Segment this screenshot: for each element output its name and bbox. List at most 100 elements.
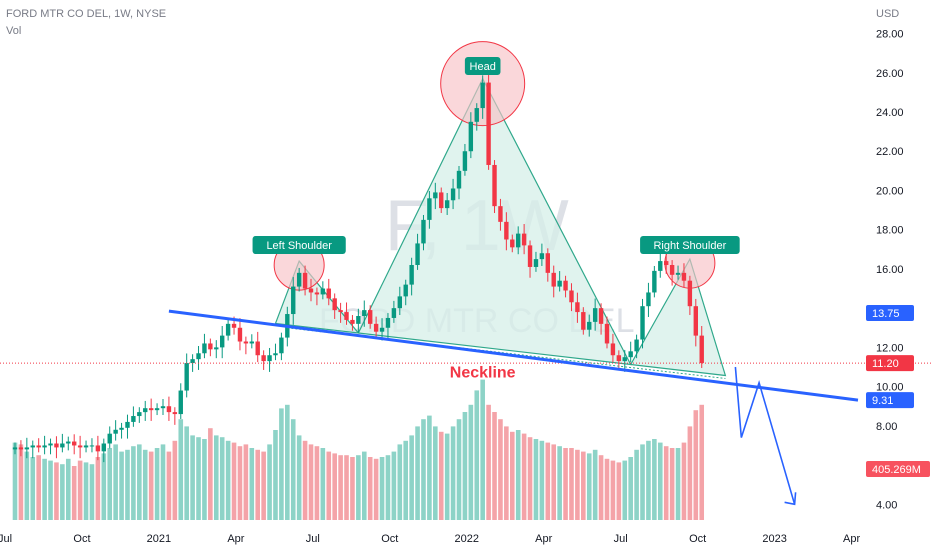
volume-bar <box>403 440 409 520</box>
volume-bar <box>12 442 18 520</box>
volume-bar <box>409 435 414 520</box>
candle-body <box>468 121 474 152</box>
volume-bar <box>350 457 355 520</box>
volume-bar <box>308 444 314 520</box>
volume-bar <box>36 455 41 520</box>
volume-bar <box>581 451 586 520</box>
x-tick-label: Jul <box>306 533 320 545</box>
volume-bar <box>77 460 83 520</box>
volume-bar <box>361 451 367 520</box>
candle-body <box>24 447 30 450</box>
price-badge-text: 405.269M <box>872 464 921 476</box>
candle-body <box>444 200 450 209</box>
price-badge-text: 9.31 <box>872 395 893 407</box>
volume-bar <box>427 415 432 520</box>
x-tick-label: Apr <box>535 533 552 545</box>
volume-bar <box>137 444 142 520</box>
candle-body <box>296 272 302 287</box>
candle-body <box>498 206 503 222</box>
volume-bar <box>421 419 426 520</box>
symbol-title: FORD MTR CO DEL, 1W, NYSE <box>6 8 166 20</box>
candle-body <box>415 243 420 265</box>
candle-body <box>143 408 148 413</box>
candle-body <box>119 427 124 430</box>
candle-body <box>545 253 550 273</box>
volume-bar <box>285 404 290 520</box>
x-tick-label: Oct <box>73 533 90 545</box>
candle-body <box>83 445 89 448</box>
volume-bar <box>273 430 278 520</box>
price-badge-text: 13.75 <box>872 308 900 320</box>
volume-bar <box>669 448 675 520</box>
x-tick-label: 2021 <box>147 533 171 545</box>
volume-bar <box>634 449 639 520</box>
volume-bar <box>462 412 468 520</box>
candle-body <box>214 347 219 350</box>
candle-body <box>279 337 284 354</box>
volume-bar <box>616 462 622 520</box>
volume-bar <box>438 431 444 520</box>
x-tick-label: Oct <box>381 533 398 545</box>
candle-body <box>385 317 391 328</box>
volume-bar <box>202 439 207 520</box>
candle-body <box>687 280 693 307</box>
volume-bar <box>344 455 349 520</box>
volume-bar <box>302 440 308 520</box>
candle-body <box>409 265 414 285</box>
volume-bar <box>385 455 391 520</box>
volume-bar <box>125 449 130 520</box>
candle-body <box>427 198 432 220</box>
volume-bar <box>504 426 509 520</box>
volume-bar <box>575 449 580 520</box>
projection-path <box>734 366 796 505</box>
candle-body <box>569 290 574 303</box>
candle-body <box>273 353 278 356</box>
candle-body <box>190 359 195 364</box>
candle-body <box>664 261 669 265</box>
volume-bar <box>320 448 326 520</box>
y-tick-label: 18.00 <box>876 225 904 237</box>
candle-body <box>391 308 397 318</box>
candle-body <box>379 327 385 332</box>
candle-body <box>362 310 367 316</box>
candle-body <box>533 259 539 267</box>
candle-body <box>640 306 645 340</box>
volume-bar <box>95 457 101 520</box>
volume-bar <box>42 458 47 520</box>
candle-body <box>581 312 586 330</box>
candle-body <box>527 245 533 267</box>
pattern-label: Right Shoulder <box>653 240 726 252</box>
y-tick-label: 26.00 <box>876 68 904 80</box>
volume-bar <box>391 451 397 520</box>
candle-body <box>332 298 337 311</box>
volume-bar <box>397 444 403 520</box>
candle-body <box>592 308 598 322</box>
candle-body <box>462 151 468 171</box>
candle-body <box>350 319 355 324</box>
volume-bar <box>231 442 237 520</box>
volume-bar <box>178 419 184 520</box>
volume-bar <box>101 453 107 520</box>
volume-bar <box>509 431 515 520</box>
price-badge <box>866 392 914 409</box>
candle-body <box>521 233 527 246</box>
candle-body <box>433 192 438 199</box>
volume-bar <box>249 448 255 520</box>
x-tick-label: Apr <box>843 533 860 545</box>
volume-bar <box>54 462 59 520</box>
volume-bar <box>356 455 361 520</box>
y-tick-label: 10.00 <box>876 382 904 394</box>
axes: 4.00 8.00 10.00 12.00 16.00 18.00 20.00 22.00 24… <box>0 29 930 545</box>
volume-bar <box>131 446 136 520</box>
candle-body <box>131 416 136 422</box>
volume-bar <box>89 464 95 520</box>
volume-bar <box>119 451 124 520</box>
candle-body <box>66 441 71 444</box>
y-tick-label: 16.00 <box>876 264 904 276</box>
volume-bar <box>190 435 195 520</box>
candle-body <box>397 296 402 309</box>
volume-bar <box>367 457 373 520</box>
volume-bar <box>296 435 302 520</box>
candle-body <box>450 188 456 201</box>
